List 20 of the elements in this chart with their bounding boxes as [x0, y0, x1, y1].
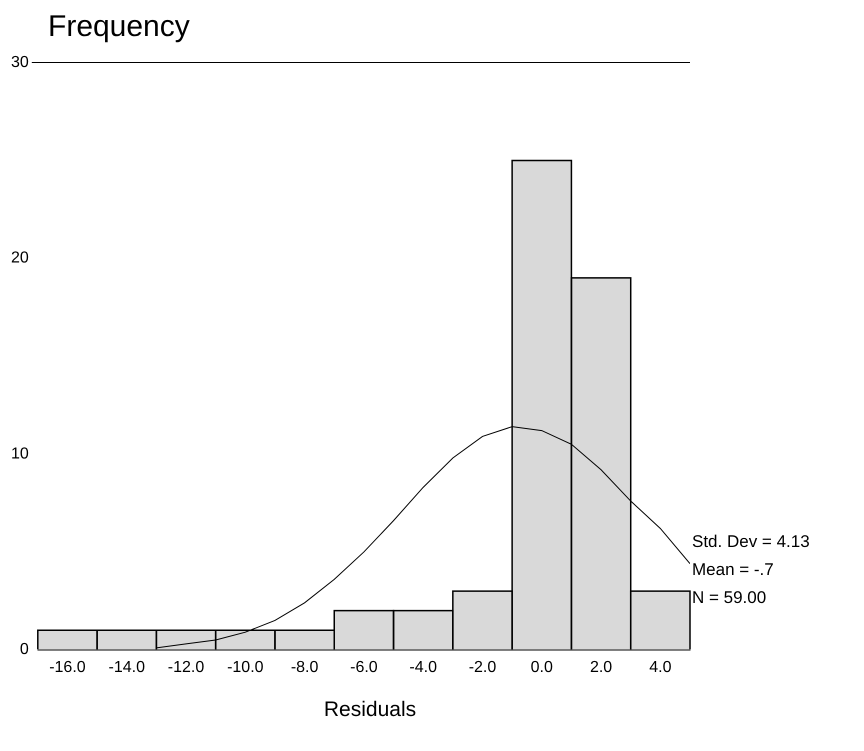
y-tick-label: 30 [11, 54, 29, 72]
x-tick-label: 2.0 [590, 658, 612, 676]
y-tick-label: 0 [20, 641, 29, 658]
x-tick-label: -10.0 [227, 658, 264, 676]
x-axis-title: Residuals [322, 698, 418, 722]
x-tick-label: -16.0 [49, 658, 86, 676]
x-tick-label: -4.0 [409, 658, 438, 676]
x-tick-label: -2.0 [468, 658, 496, 676]
x-tick-label: 0.0 [530, 658, 553, 676]
text: Mean = -.7 [692, 559, 775, 581]
y-tick-label: 20 [11, 250, 29, 267]
text: N = 59.00 [692, 587, 768, 609]
chart-title: Frequency [48, 10, 190, 44]
y-tick-label: 10 [11, 445, 29, 462]
x-tick-label: -12.0 [168, 658, 204, 676]
x-tick-label: -6.0 [350, 658, 378, 676]
x-tick-label: -14.0 [108, 658, 146, 676]
x-tick-label: 4.0 [649, 658, 672, 676]
text: Std. Dev = 4.13 [692, 531, 810, 553]
x-tick-label: -8.0 [290, 658, 318, 676]
